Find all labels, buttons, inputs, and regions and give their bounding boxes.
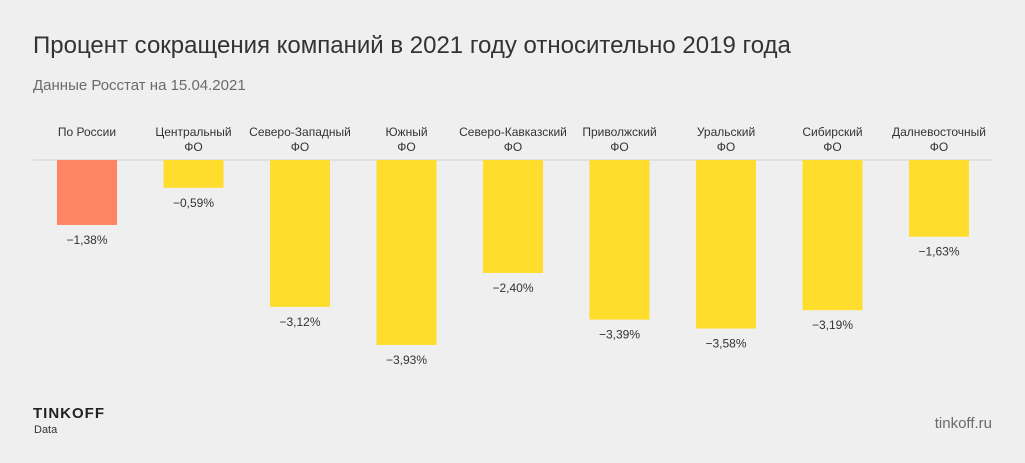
category-label: Северо-Западный: [249, 125, 351, 139]
category-label: ФО: [397, 140, 415, 154]
bar: [483, 160, 543, 273]
category-label: Центральный: [155, 125, 231, 139]
data-label: −1,63%: [918, 245, 959, 259]
bar: [589, 160, 650, 320]
data-label: −3,12%: [279, 315, 320, 329]
chart-title: Процент сокращения компаний в 2021 году …: [33, 32, 791, 59]
data-label: −0,59%: [173, 196, 214, 210]
bar: [802, 160, 863, 311]
bar: [376, 160, 437, 345]
bar: [270, 160, 330, 307]
category-label: ФО: [823, 140, 841, 154]
category-label: Далневосточный: [892, 125, 986, 139]
chart-subtitle: Данные Росстат на 15.04.2021: [33, 77, 246, 94]
category-label: По России: [58, 125, 116, 139]
category-label: Северо-Кавказский: [459, 125, 567, 139]
brand-logo: TINKOFF: [33, 405, 105, 422]
data-label: −1,38%: [66, 233, 107, 247]
category-label: Южный: [385, 125, 427, 139]
category-label: ФО: [610, 140, 628, 154]
category-label: ФО: [504, 140, 522, 154]
data-label: −2,40%: [492, 281, 533, 295]
category-label: Приволжский: [582, 125, 656, 139]
data-label: −3,58%: [705, 337, 746, 351]
category-label: ФО: [184, 140, 202, 154]
bar: [163, 160, 224, 188]
category-label: ФО: [930, 140, 948, 154]
data-label: −3,39%: [599, 328, 640, 342]
data-label: −3,19%: [812, 318, 853, 332]
bar: [909, 160, 969, 237]
category-label: Уральский: [697, 125, 755, 139]
brand-sub: Data: [34, 424, 58, 436]
site-link: tinkoff.ru: [934, 415, 992, 432]
data-label: −3,93%: [386, 353, 427, 367]
bar: [696, 160, 756, 329]
category-label: ФО: [291, 140, 309, 154]
category-label: Сибирский: [802, 125, 862, 139]
bar: [57, 160, 117, 225]
category-label: ФО: [717, 140, 735, 154]
